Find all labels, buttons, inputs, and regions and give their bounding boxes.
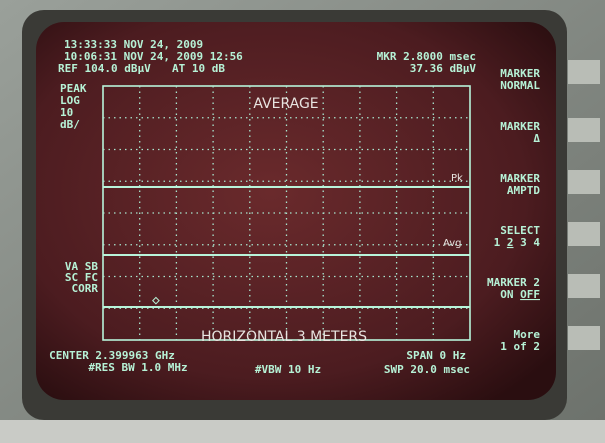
softkey-text: NORMAL xyxy=(500,79,540,92)
res-bw: #RES BW 1.0 MHz xyxy=(88,361,187,374)
span: SPAN 0 Hz xyxy=(406,349,466,362)
button xyxy=(568,326,600,350)
softkey-text: Δ xyxy=(533,132,540,145)
left-label: dB/ xyxy=(60,118,80,131)
button xyxy=(568,118,600,142)
vbw: #VBW 10 Hz xyxy=(255,363,321,376)
softkey-text: 1 xyxy=(494,236,507,249)
button xyxy=(568,170,600,194)
left-label: VA SB xyxy=(65,260,98,273)
softkey-text: MARKER xyxy=(500,172,540,185)
softkey-label: MARKER 2 xyxy=(487,276,540,289)
center-frequency: CENTER 2.399963 GHz xyxy=(49,349,175,362)
annotation-average: Avg xyxy=(443,238,462,249)
softkey-label: ON OFF xyxy=(500,288,540,301)
ref-level: REF 104.0 dBμV xyxy=(58,62,151,75)
softkey-text: OFF xyxy=(520,288,540,301)
side-buttons xyxy=(568,60,600,350)
softkey-text: MARKER xyxy=(500,67,540,80)
left-label: LOG xyxy=(60,94,80,107)
softkey-text: MARKER 2 xyxy=(487,276,540,289)
screen xyxy=(36,22,556,400)
sweep-time: SWP 20.0 msec xyxy=(384,363,470,376)
softkey-label: AMPTD xyxy=(507,184,540,197)
left-label: SC FC xyxy=(65,271,98,284)
softkey-text: 1 of 2 xyxy=(500,340,540,353)
annotation-top: AVERAGE xyxy=(253,96,318,112)
softkey-text: More xyxy=(514,328,541,341)
softkey-label: MARKER xyxy=(500,120,540,133)
graticule xyxy=(102,85,471,341)
button xyxy=(568,60,600,84)
softkey-label: SELECT xyxy=(500,224,540,237)
annotation-bottom: HORIZONTAL 3 METERS xyxy=(201,329,367,345)
button xyxy=(568,274,600,298)
softkey-label: 1 of 2 xyxy=(500,340,540,353)
softkey-text: AMPTD xyxy=(507,184,540,197)
front-panel xyxy=(0,420,605,443)
softkey-label: MARKER xyxy=(500,172,540,185)
trace-stamp: 10:06:31 NOV 24, 2009 12:56 xyxy=(64,50,243,63)
left-label: 10 xyxy=(60,106,73,119)
softkey-label: Δ xyxy=(533,132,540,145)
attenuation: AT 10 dB xyxy=(172,62,225,75)
softkey-label: More xyxy=(514,328,541,341)
marker-symbol: ◇ xyxy=(152,293,160,308)
softkey-text: 2 xyxy=(507,236,514,249)
softkey-text: 3 4 xyxy=(514,236,541,249)
softkey-label: NORMAL xyxy=(500,79,540,92)
annotation-peak: Pk xyxy=(451,173,463,184)
marker-time: MKR 2.8000 msec xyxy=(377,50,476,63)
button xyxy=(568,222,600,246)
softkey-label: 1 2 3 4 xyxy=(494,236,541,249)
softkey-text: MARKER xyxy=(500,120,540,133)
softkey-label: MARKER xyxy=(500,67,540,80)
left-label: PEAK xyxy=(60,82,87,95)
clock: 13:33:33 NOV 24, 2009 xyxy=(64,38,203,51)
left-label: CORR xyxy=(72,282,99,295)
marker-level: 37.36 dBμV xyxy=(410,62,477,75)
softkey-text: ON xyxy=(500,288,520,301)
softkey-text: SELECT xyxy=(500,224,540,237)
